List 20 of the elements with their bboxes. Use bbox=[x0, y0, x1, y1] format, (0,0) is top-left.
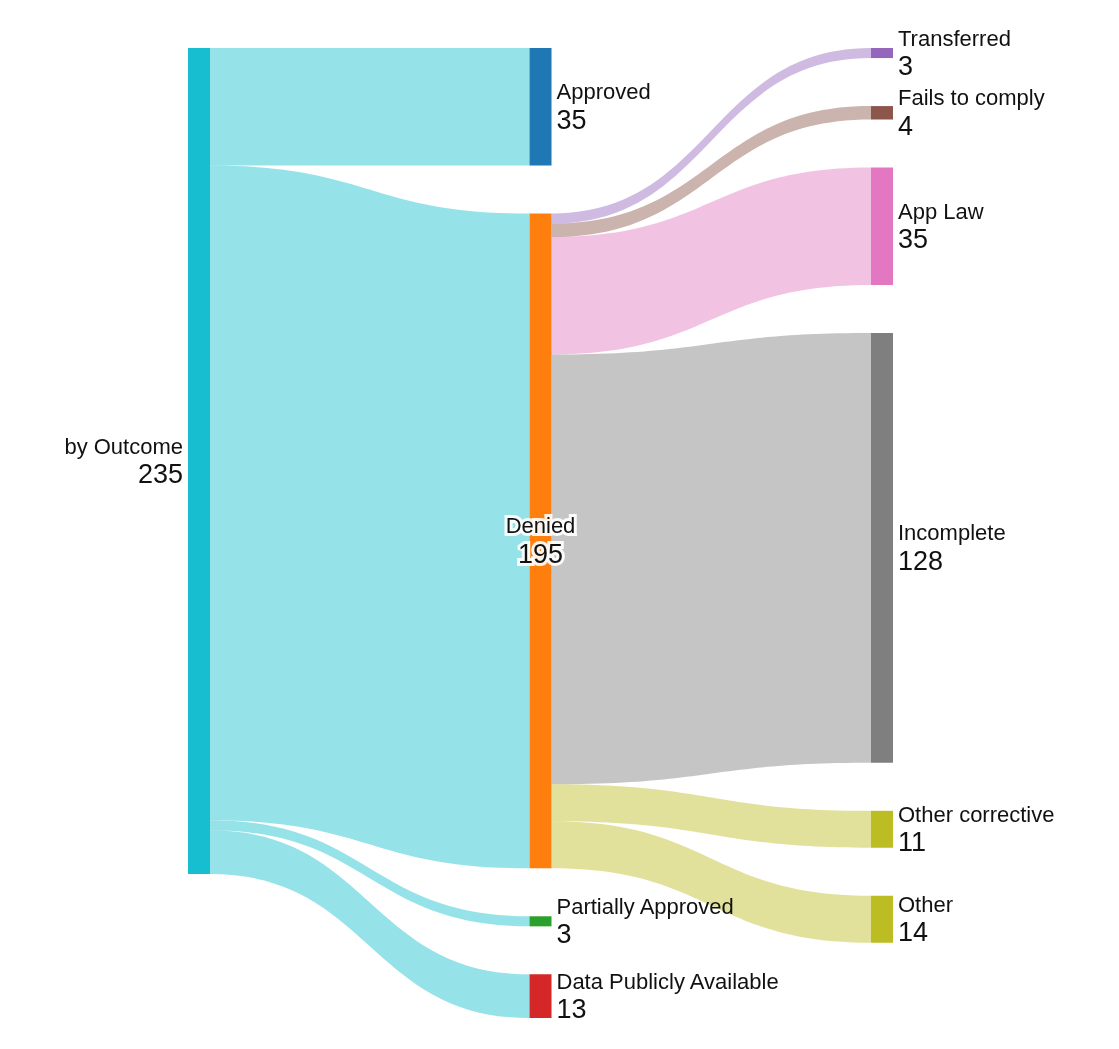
data-label: 235 bbox=[137, 459, 183, 489]
category-label: Fails to comply bbox=[898, 85, 1045, 111]
category-label: Partially Approved bbox=[556, 893, 734, 919]
category-label: Other bbox=[898, 891, 954, 917]
category-label: Data Publicly Available bbox=[556, 968, 779, 994]
category-label: by Outcome bbox=[64, 433, 183, 459]
data-label: 13 bbox=[556, 994, 587, 1025]
category-label: Transferred bbox=[898, 25, 1011, 51]
category-label: Approved bbox=[556, 79, 651, 105]
data-label: 35 bbox=[898, 224, 929, 255]
data-label: 3 bbox=[556, 919, 572, 950]
data-label: 4 bbox=[898, 110, 914, 141]
data-label: 3 bbox=[898, 51, 914, 82]
category-label: App Law bbox=[898, 198, 984, 224]
data-label: 14 bbox=[898, 917, 929, 948]
category-label: Incomplete bbox=[898, 520, 1006, 546]
data-label: 35 bbox=[556, 104, 587, 135]
category-label: Other corrective bbox=[898, 801, 1055, 827]
data-label: 11 bbox=[898, 827, 927, 858]
data-label: 128 bbox=[898, 545, 944, 576]
